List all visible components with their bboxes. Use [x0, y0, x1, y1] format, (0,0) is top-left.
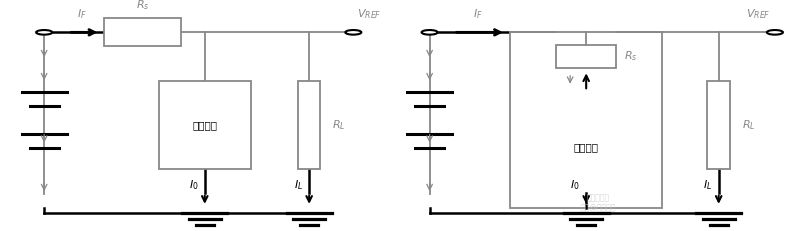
Bar [159, 81, 250, 169]
Text: 串联基准: 串联基准 [573, 142, 598, 152]
Circle shape [766, 30, 782, 35]
Circle shape [36, 30, 52, 35]
Text: 并联基准: 并联基准 [192, 120, 217, 130]
Text: $I_L$: $I_L$ [294, 178, 302, 192]
Text: $I_L$: $I_L$ [703, 178, 711, 192]
Text: $V_{REF}$: $V_{REF}$ [746, 7, 770, 21]
Text: $I_F$: $I_F$ [472, 7, 482, 21]
Text: $R_s$: $R_s$ [136, 0, 149, 12]
Bar [555, 45, 615, 68]
Text: $R_s$: $R_s$ [624, 50, 637, 64]
Text: 电子技术控
头条@五彩居士: 电子技术控 头条@五彩居士 [580, 193, 615, 213]
Bar [707, 81, 729, 169]
Text: $I_0$: $I_0$ [569, 178, 579, 192]
Circle shape [345, 30, 361, 35]
Bar [104, 18, 180, 46]
Text: $R_L$: $R_L$ [741, 118, 755, 132]
Text: $I_0$: $I_0$ [188, 178, 198, 192]
Text: $I_F$: $I_F$ [77, 7, 87, 21]
Bar [298, 81, 320, 169]
Circle shape [421, 30, 437, 35]
Bar [509, 32, 662, 208]
Text: $R_L$: $R_L$ [332, 118, 346, 132]
Text: $V_{REF}$: $V_{REF}$ [357, 7, 381, 21]
